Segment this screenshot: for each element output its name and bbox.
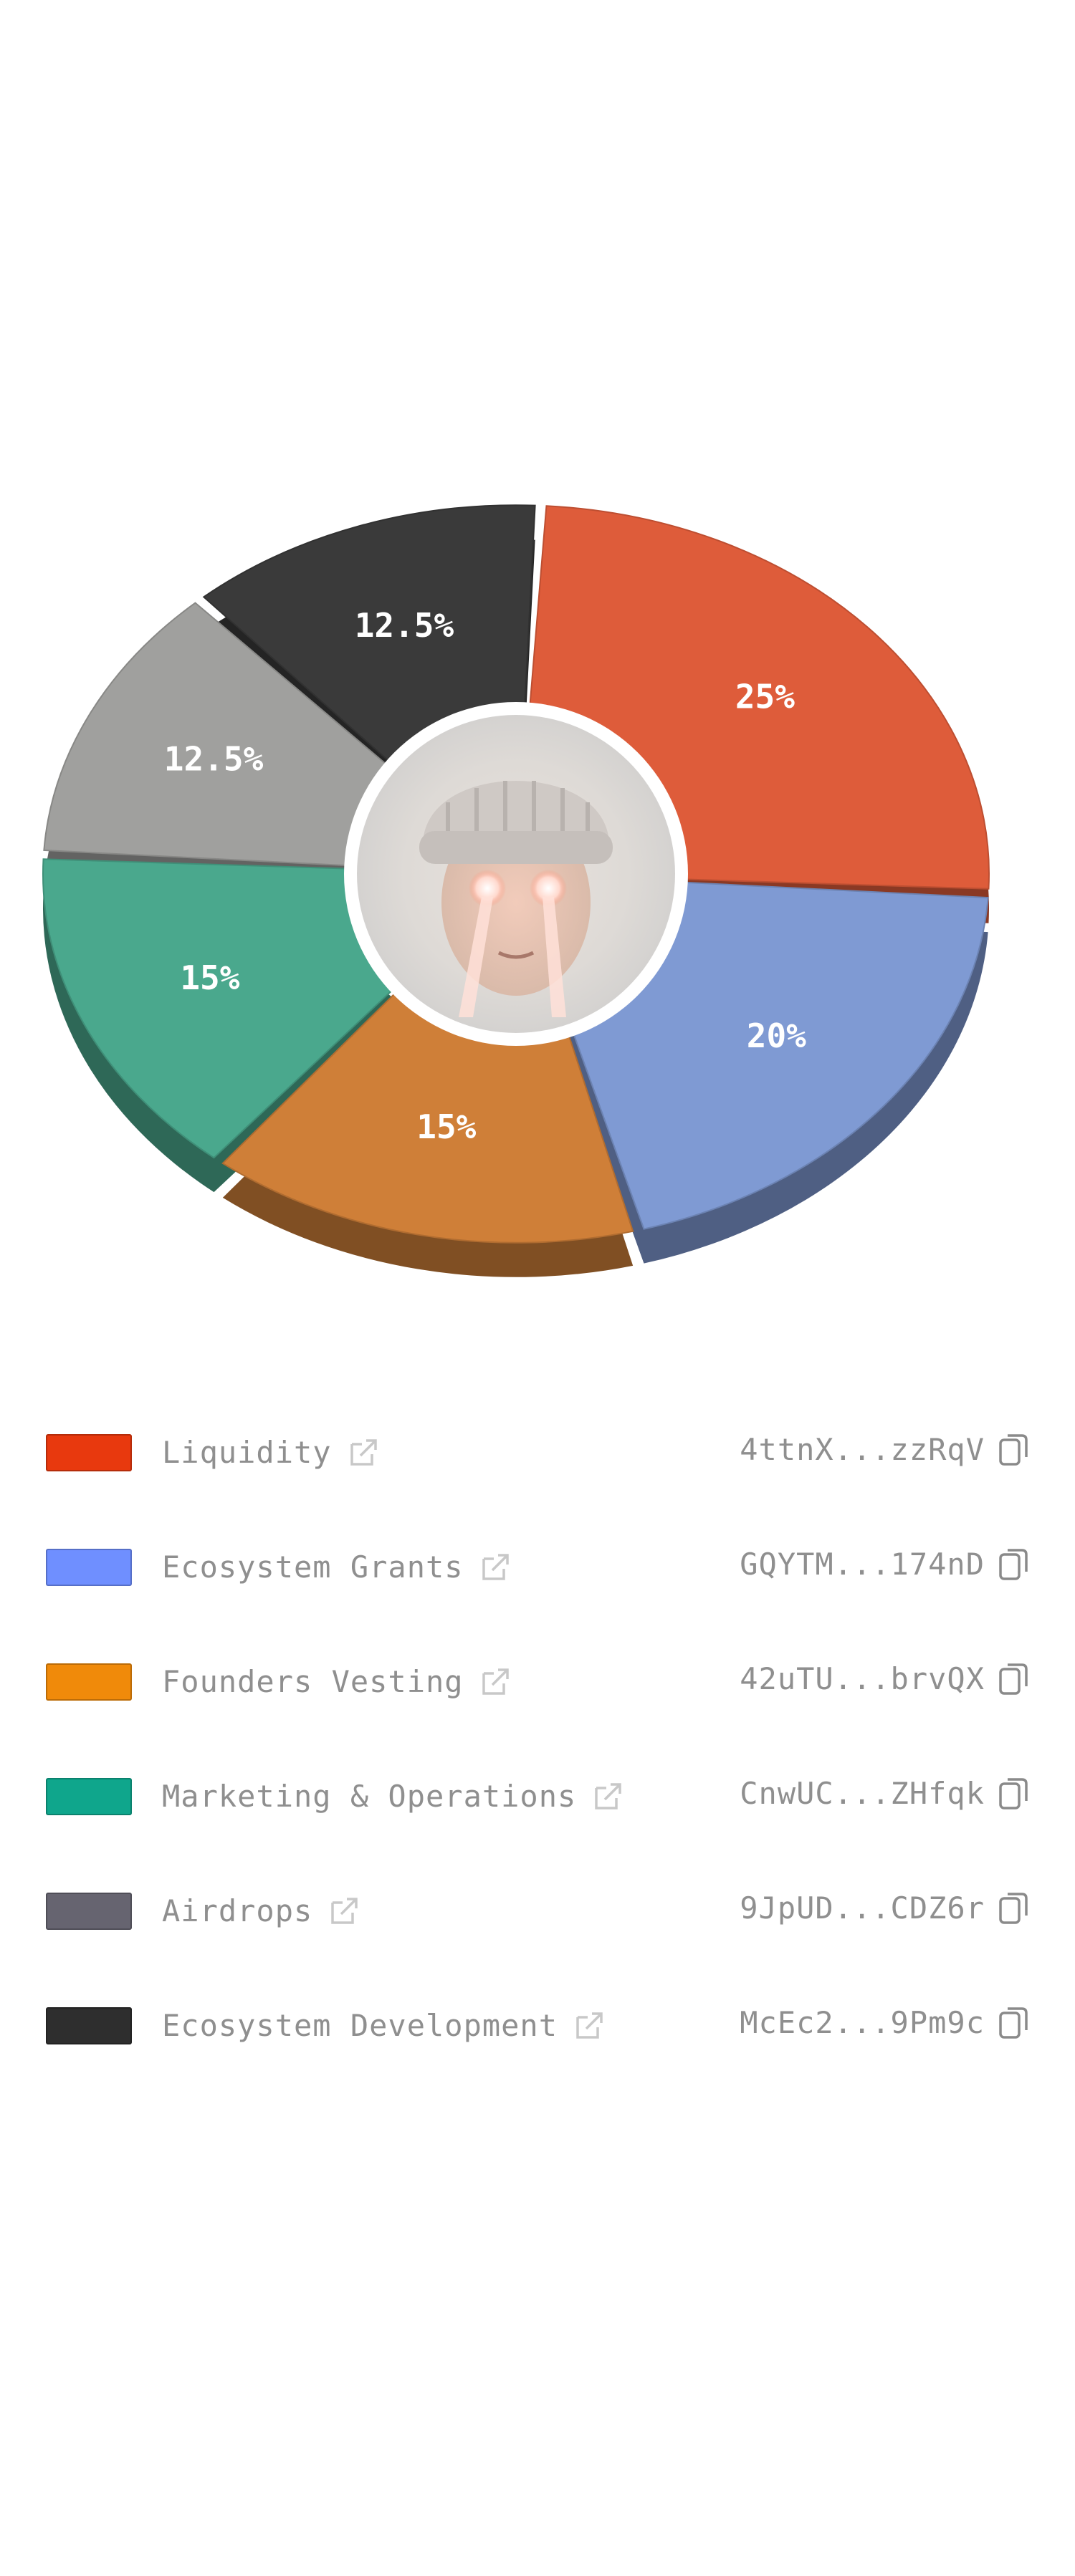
legend-label-link[interactable]: Founders Vesting bbox=[162, 1663, 512, 1699]
wallet-address-text: McEc2...9Pm9c bbox=[740, 2004, 985, 2040]
legend-swatch bbox=[46, 2007, 132, 2044]
copy-icon[interactable] bbox=[998, 1431, 1029, 1467]
slice-label-airdrops: 12.5% bbox=[164, 740, 264, 779]
legend-row-founders-vesting: Founders Vesting 42uTU...brvQX bbox=[46, 1633, 1029, 1748]
copy-icon[interactable] bbox=[998, 1546, 1029, 1582]
legend-label-link[interactable]: Airdrops bbox=[162, 1893, 361, 1928]
legend-swatch bbox=[46, 1434, 132, 1471]
external-link-icon[interactable] bbox=[325, 1893, 361, 1928]
external-link-icon[interactable] bbox=[345, 1434, 381, 1470]
copy-icon[interactable] bbox=[998, 1775, 1029, 1811]
slice-label-ecosystem-development: 12.5% bbox=[355, 606, 454, 645]
external-link-icon[interactable] bbox=[477, 1663, 512, 1699]
wallet-address: 9JpUD...CDZ6r bbox=[740, 1890, 1029, 1926]
wallet-address: 4ttnX...zzRqV bbox=[740, 1431, 1029, 1467]
legend-row-marketing-operations: Marketing & Operations CnwUC...ZHfqk bbox=[46, 1748, 1029, 1863]
legend-label[interactable]: Airdrops bbox=[162, 1893, 313, 1928]
wallet-address: 42uTU...brvQX bbox=[740, 1661, 1029, 1696]
legend-row-ecosystem-development: Ecosystem Development McEc2...9Pm9c bbox=[46, 1977, 1029, 2092]
legend-swatch bbox=[46, 1663, 132, 1701]
legend-swatch bbox=[46, 1778, 132, 1815]
wallet-address-text: 9JpUD...CDZ6r bbox=[740, 1890, 985, 1926]
legend-swatch bbox=[46, 1549, 132, 1586]
legend-label-link[interactable]: Ecosystem Grants bbox=[162, 1549, 512, 1585]
legend-row-ecosystem-grants: Ecosystem Grants GQYTM...174nD bbox=[46, 1519, 1029, 1633]
slice-label-founders-vesting: 15% bbox=[416, 1107, 476, 1146]
external-link-icon[interactable] bbox=[570, 2007, 606, 2043]
legend-label[interactable]: Ecosystem Development bbox=[162, 2007, 558, 2043]
copy-icon[interactable] bbox=[998, 1890, 1029, 1926]
legend-swatch bbox=[46, 1893, 132, 1930]
legend-label[interactable]: Ecosystem Grants bbox=[162, 1549, 464, 1585]
slice-label-ecosystem-grants: 20% bbox=[747, 1017, 806, 1055]
external-link-icon[interactable] bbox=[477, 1549, 512, 1585]
legend: Liquidity 4ttnX...zzRqV Ecosystem Grants GQ… bbox=[46, 1404, 1029, 2092]
legend-label-link[interactable]: Marketing & Operations bbox=[162, 1778, 625, 1814]
wallet-address: McEc2...9Pm9c bbox=[740, 2004, 1029, 2040]
legend-row-airdrops: Airdrops 9JpUD...CDZ6r bbox=[46, 1863, 1029, 1977]
wallet-address: CnwUC...ZHfqk bbox=[740, 1775, 1029, 1811]
wallet-address-text: 4ttnX...zzRqV bbox=[740, 1431, 985, 1467]
center-avatar bbox=[344, 702, 688, 1046]
legend-label[interactable]: Founders Vesting bbox=[162, 1663, 464, 1699]
wallet-address-text: CnwUC...ZHfqk bbox=[740, 1775, 985, 1811]
external-link-icon[interactable] bbox=[589, 1778, 625, 1814]
token-allocation-donut-chart: 25% 20% 15% 15% 12.5% 12.5% bbox=[0, 401, 1075, 1404]
copy-icon[interactable] bbox=[998, 2004, 1029, 2040]
legend-label-link[interactable]: Liquidity bbox=[162, 1434, 381, 1470]
wallet-address-text: GQYTM...174nD bbox=[740, 1546, 985, 1582]
wallet-address-text: 42uTU...brvQX bbox=[740, 1661, 985, 1696]
wallet-address: GQYTM...174nD bbox=[740, 1546, 1029, 1582]
legend-label-link[interactable]: Ecosystem Development bbox=[162, 2007, 606, 2043]
copy-icon[interactable] bbox=[998, 1661, 1029, 1696]
legend-label[interactable]: Liquidity bbox=[162, 1434, 332, 1470]
slice-label-marketing-operations: 15% bbox=[180, 958, 239, 997]
legend-row-liquidity: Liquidity 4ttnX...zzRqV bbox=[46, 1404, 1029, 1519]
legend-label[interactable]: Marketing & Operations bbox=[162, 1778, 577, 1814]
slice-label-liquidity: 25% bbox=[735, 678, 795, 716]
